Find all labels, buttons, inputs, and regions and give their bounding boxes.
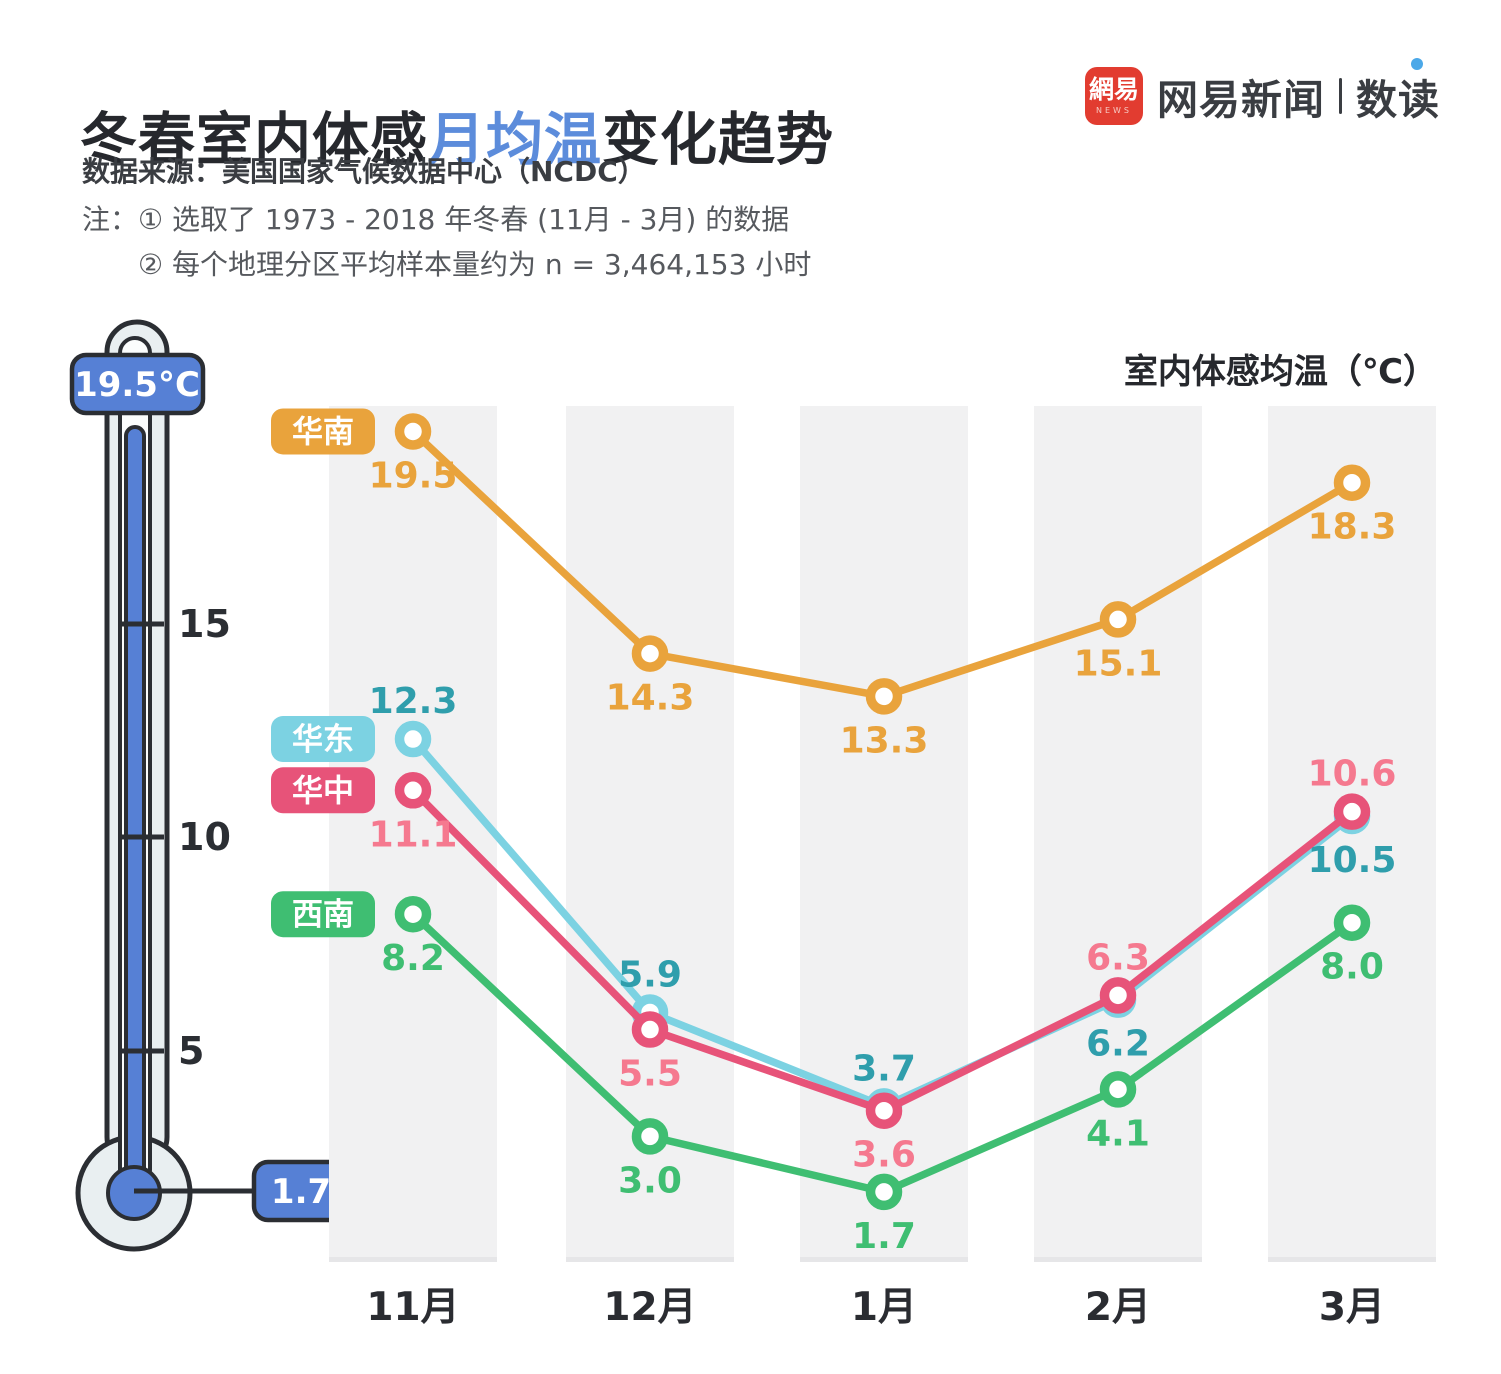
- data-point: [394, 772, 432, 809]
- title-part-highlight: 月均温: [428, 107, 602, 174]
- logo-blue-dot: [1411, 58, 1423, 70]
- data-label: 15.1: [1074, 643, 1163, 684]
- data-label: 10.5: [1308, 840, 1397, 881]
- tick-label-15: 15: [178, 602, 231, 646]
- month-band-edge: [1034, 1257, 1202, 1262]
- data-point: [865, 678, 903, 715]
- data-label: 5.9: [618, 954, 682, 995]
- series-pill-label: 华中: [292, 773, 354, 809]
- data-point: [394, 720, 432, 758]
- logo-en-text: NEWS: [1095, 106, 1133, 115]
- month-band: [1034, 406, 1202, 1262]
- data-point: [1099, 601, 1137, 638]
- data-label: 6.2: [1086, 1024, 1150, 1065]
- month-band: [800, 406, 968, 1262]
- max-temp-badge: [69, 352, 206, 416]
- month-band-edge: [329, 1257, 497, 1262]
- page-title: 冬春室内体感月均温变化趋势: [80, 94, 834, 176]
- data-label: 13.3: [840, 720, 929, 761]
- title-part-1: 冬春室内体感: [80, 107, 428, 174]
- series-pill-label: 华东: [292, 722, 354, 758]
- data-label: 1.7: [852, 1216, 916, 1257]
- series-pill-西南: [271, 891, 375, 938]
- data-label: 11.1: [369, 814, 458, 855]
- logo-cn-text: 網易: [1088, 75, 1139, 104]
- data-label: 19.5: [369, 455, 458, 496]
- month-band-edge: [1268, 1257, 1436, 1262]
- netease-logo: 網易 NEWS 网易新闻 数读: [1085, 58, 1440, 130]
- note-line-1: ① 选取了 1973 - 2018 年冬春 (11月 - 3月) 的数据: [138, 203, 790, 236]
- data-point: [394, 895, 432, 933]
- data-label: 4.1: [1086, 1113, 1150, 1154]
- data-point: [394, 413, 432, 450]
- notes: 注： ① 选取了 1973 - 2018 年冬春 (11月 - 3月) 的数据 …: [82, 198, 811, 288]
- note-line-2: ② 每个地理分区平均样本量约为 n = 3,464,153 小时: [138, 247, 812, 281]
- series-pill-华南: [271, 408, 375, 455]
- notes-prefix: 注：: [82, 203, 139, 236]
- tick-label-5: 5: [178, 1029, 204, 1073]
- x-axis-label: 11月: [366, 1285, 459, 1330]
- series-pill-label: 西南: [292, 897, 354, 933]
- logo-divider: [1339, 78, 1342, 114]
- data-point: [1333, 464, 1371, 501]
- data-label: 14.3: [606, 678, 695, 719]
- data-label: 3.6: [852, 1135, 916, 1176]
- x-axis-label: 3月: [1319, 1285, 1385, 1330]
- data-source: 数据来源：美国国家气候数据中心（NCDC）: [82, 155, 646, 188]
- data-label: 10.6: [1308, 754, 1397, 795]
- data-point: [1099, 1071, 1137, 1108]
- x-axis-label: 12月: [603, 1285, 696, 1330]
- data-point: [865, 1173, 903, 1211]
- data-point: [631, 1118, 669, 1155]
- y-axis-title: 室内体感均温（℃）: [1123, 352, 1437, 392]
- data-point: [865, 1092, 903, 1129]
- logo-product-text: 数读: [1356, 76, 1440, 124]
- max-temp-label: 19.5°C: [74, 365, 200, 405]
- data-label: 18.3: [1308, 507, 1397, 548]
- logo-site-name: 网易新闻: [1157, 76, 1325, 124]
- month-band-edge: [566, 1257, 734, 1262]
- series-pill-label: 华南: [292, 414, 354, 450]
- netease-logo-icon: 網易 NEWS: [1085, 67, 1143, 125]
- data-label: 3.0: [618, 1160, 682, 1201]
- month-band-edge: [800, 1257, 968, 1262]
- month-band: [329, 406, 497, 1262]
- data-point: [631, 1011, 669, 1048]
- data-point: [1333, 793, 1371, 830]
- x-axis-label: 1月: [851, 1285, 917, 1330]
- tick-label-10: 10: [178, 815, 231, 859]
- data-label: 6.3: [1086, 937, 1150, 978]
- title-part-2: 变化趋势: [602, 107, 834, 174]
- data-point: [631, 635, 669, 672]
- data-label: 3.7: [852, 1048, 916, 1089]
- x-axis-label: 2月: [1085, 1285, 1151, 1330]
- logo-product-name: 数读: [1356, 58, 1440, 126]
- series-pill-华东: [271, 716, 375, 763]
- data-point: [1333, 904, 1371, 941]
- data-point: [1099, 977, 1137, 1014]
- series-pill-华中: [271, 767, 375, 814]
- data-label: 12.3: [369, 681, 458, 722]
- data-label: 5.5: [618, 1054, 682, 1095]
- data-label: 8.0: [1320, 947, 1384, 988]
- data-label: 8.2: [381, 938, 445, 979]
